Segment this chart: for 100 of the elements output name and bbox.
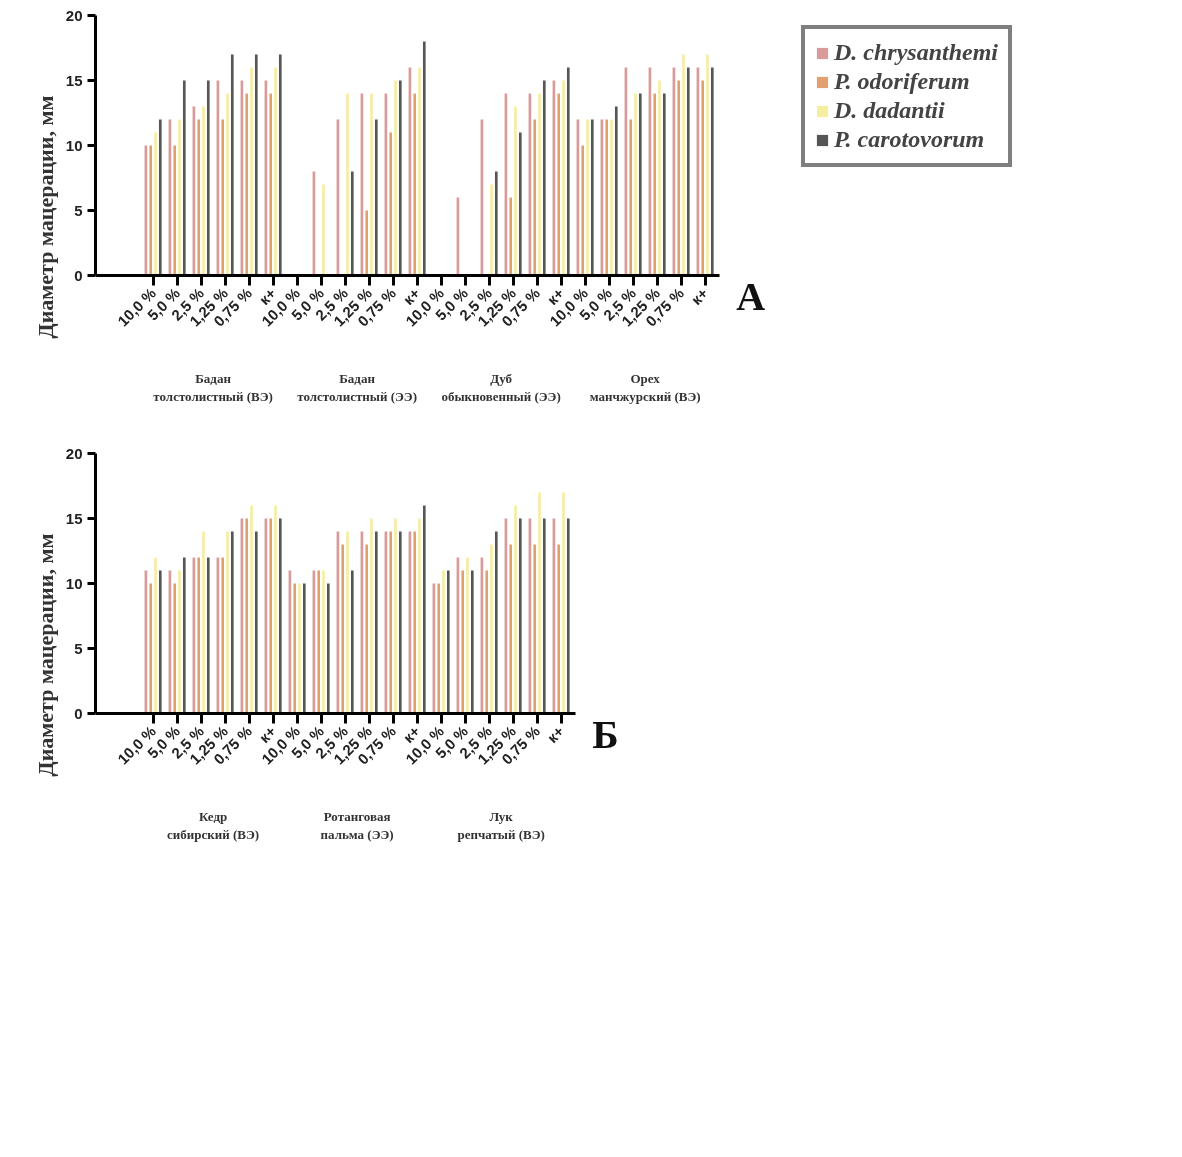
bar — [158, 119, 162, 276]
bar — [662, 93, 666, 276]
bar — [278, 518, 282, 714]
y-axis-title: Диаметр мацерации, мм — [32, 95, 58, 339]
bar — [634, 93, 637, 276]
bar — [446, 570, 450, 714]
bar — [374, 119, 378, 276]
bar — [394, 518, 397, 714]
bar — [326, 583, 330, 714]
y-tick-label: 10 — [65, 574, 83, 592]
legend-label: D. chrysanthemi — [834, 39, 999, 66]
bar — [653, 93, 657, 276]
bar — [461, 570, 465, 714]
bar — [178, 570, 181, 714]
y-tick-label: 20 — [65, 444, 83, 462]
bar — [149, 145, 153, 276]
bar — [322, 184, 325, 276]
y-tick-label: 15 — [65, 71, 83, 89]
bar — [509, 544, 513, 714]
y-tick-label: 0 — [74, 704, 83, 722]
bar — [317, 570, 321, 714]
bar — [154, 557, 157, 714]
bar — [686, 67, 690, 276]
bar — [322, 570, 325, 714]
text: Ротанговая пальма (ЭЭ) — [320, 808, 394, 842]
bar — [701, 80, 705, 276]
bar — [614, 106, 618, 276]
y-tick-label: 10 — [65, 136, 83, 154]
bar — [586, 119, 589, 276]
bar — [562, 80, 565, 276]
bar — [250, 505, 253, 714]
bar — [365, 210, 369, 276]
bar — [610, 119, 613, 276]
text: Бадан толстолистный (ЭЭ) — [297, 370, 417, 404]
bar — [581, 145, 585, 276]
bar — [590, 119, 594, 276]
text: А — [736, 273, 766, 319]
bar — [269, 518, 273, 714]
bar — [418, 518, 421, 714]
bar — [422, 41, 426, 276]
bar — [254, 54, 258, 276]
bar — [178, 119, 181, 276]
bar — [509, 197, 513, 276]
y-tick-label: 20 — [65, 6, 83, 24]
text: Лук репчатый (ВЭ) — [457, 808, 545, 842]
bar — [365, 544, 369, 714]
bar — [518, 518, 522, 714]
bar — [437, 583, 441, 714]
bar — [350, 570, 354, 714]
bar — [629, 119, 633, 276]
bar — [518, 132, 522, 276]
bar — [254, 531, 258, 714]
x-tick-label: к+ — [543, 722, 568, 747]
bar — [398, 80, 402, 276]
bar — [658, 80, 661, 276]
bar — [230, 54, 234, 276]
bar — [514, 505, 517, 714]
bar — [514, 106, 517, 276]
bar — [682, 54, 685, 276]
bar — [542, 518, 546, 714]
bar — [389, 132, 393, 276]
bar — [490, 544, 493, 714]
y-tick-label: 0 — [74, 266, 83, 284]
legend-label: P. odoriferum — [834, 68, 970, 95]
bar — [370, 93, 373, 276]
bar — [494, 171, 498, 276]
bar — [389, 531, 393, 714]
bar — [206, 80, 210, 276]
bar — [274, 67, 277, 276]
bar — [197, 557, 201, 714]
bar — [302, 583, 306, 714]
bar — [413, 93, 417, 276]
bar — [206, 557, 210, 714]
x-tick-label: к+ — [687, 284, 712, 309]
bar — [202, 106, 205, 276]
bar — [418, 67, 421, 276]
bar — [538, 93, 541, 276]
text: Бадан толстолистный (ВЭ) — [153, 370, 273, 404]
bar — [494, 531, 498, 714]
bar — [341, 544, 345, 714]
text: Кедр сибирский (ВЭ) — [167, 808, 260, 842]
text: Орех манчжурский (ВЭ) — [589, 370, 701, 404]
bar — [470, 570, 474, 714]
y-tick-label: 5 — [74, 639, 83, 657]
bar — [413, 531, 417, 714]
bar — [422, 505, 426, 714]
bar — [221, 119, 225, 276]
bar — [226, 93, 229, 276]
bar — [245, 518, 249, 714]
bar — [566, 67, 570, 276]
bar — [346, 93, 349, 276]
bar — [533, 544, 537, 714]
text: Дуб обыкновенный (ЭЭ) — [441, 370, 561, 404]
bar — [182, 557, 186, 714]
bar — [677, 80, 681, 276]
bar — [278, 54, 282, 276]
bar — [557, 93, 561, 276]
bar — [173, 145, 177, 276]
bar — [638, 93, 642, 276]
legend-label: D. dadantii — [834, 97, 945, 124]
